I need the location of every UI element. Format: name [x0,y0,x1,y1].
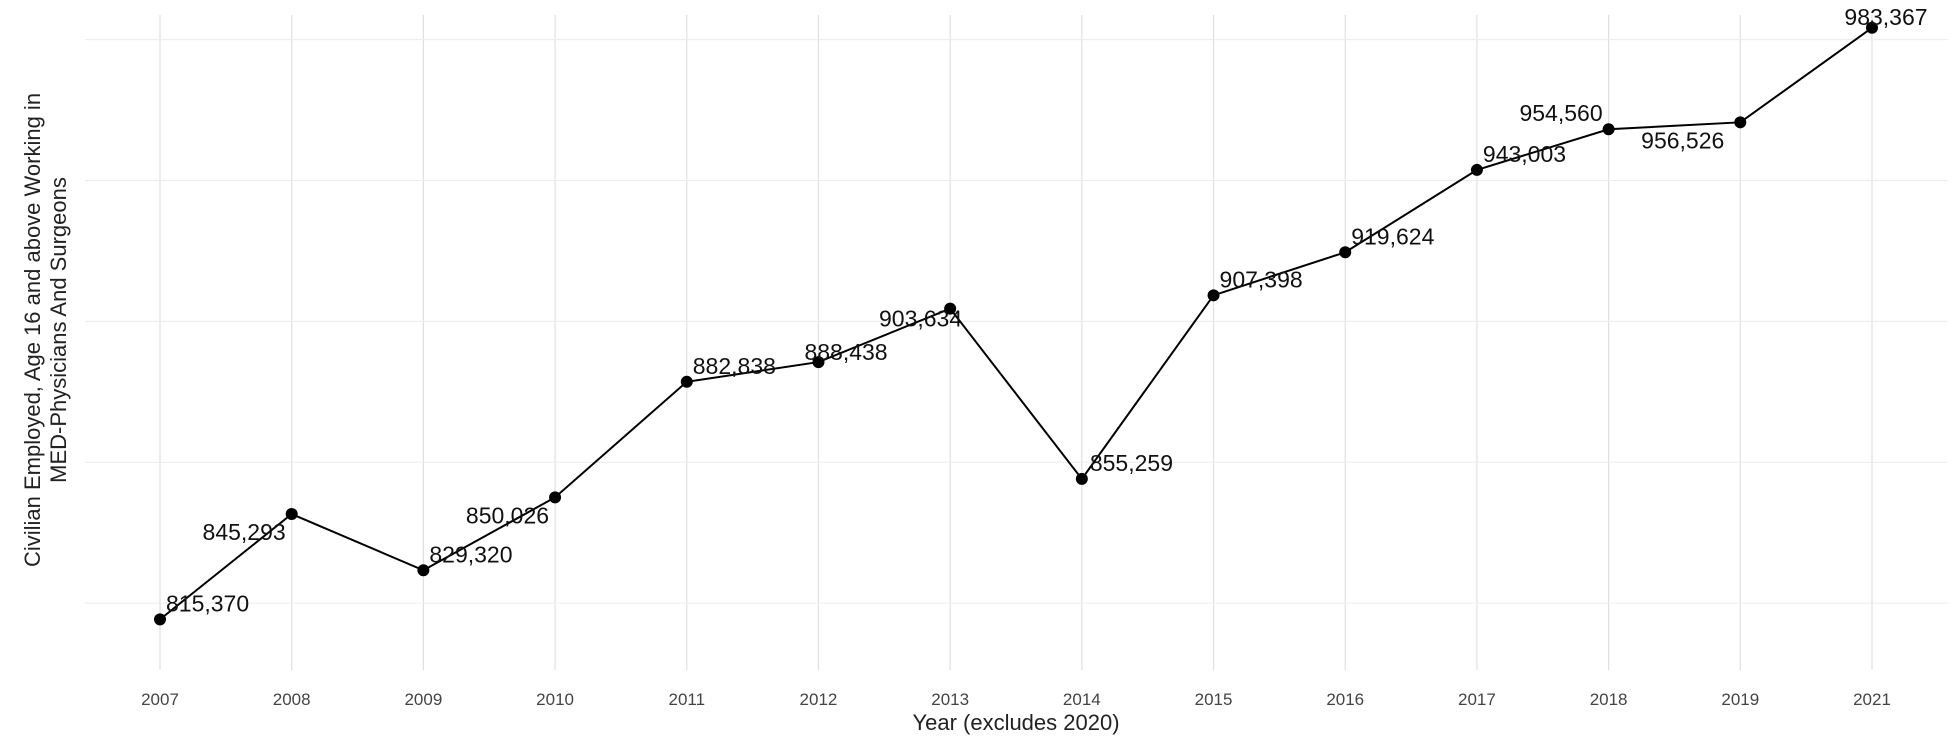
data-label: 903,634 [879,306,962,332]
data-points [154,21,1878,626]
y-axis-title-line: MED-Physicians And Surgeons [46,177,71,483]
data-label: 943,003 [1483,141,1566,167]
data-label: 845,293 [203,519,286,545]
y-axis-title-line: Civilian Employed, Age 16 and above Work… [20,93,45,567]
data-label: 983,367 [1844,4,1927,30]
data-label: 850,026 [466,502,549,528]
x-tick-label: 2018 [1590,690,1628,709]
x-tick-label: 2015 [1195,690,1233,709]
data-point [680,375,693,388]
x-tick-label: 2008 [273,690,311,709]
data-point [1075,472,1088,485]
series-line [159,26,1873,621]
x-tick-label: 2014 [1063,690,1101,709]
x-axis-title: Year (excludes 2020) [912,710,1119,735]
data-point [944,302,957,315]
data-point [1470,163,1483,176]
data-point [1207,289,1220,302]
data-label: 956,526 [1641,127,1724,153]
data-label: 919,624 [1351,223,1434,249]
data-point [154,613,166,626]
data-label: 888,438 [804,339,887,365]
data-point [1734,116,1747,129]
data-point [549,491,562,504]
data-point [812,356,825,369]
x-tick-label: 2016 [1326,690,1364,709]
data-label: 907,398 [1220,266,1303,292]
x-tick-labels: 2007 2008 2009 2010 2011 2012 2013 2014 2015 2016… [141,690,1891,709]
x-tick-label: 2010 [536,690,574,709]
data-label: 815,370 [166,590,249,616]
data-label: 855,259 [1090,450,1173,476]
data-label: 882,838 [693,353,776,379]
data-labels: 815,370 845,293 829,320 850,026 882,838 888,4… [166,4,1928,617]
x-tick-label: 2009 [404,690,442,709]
grid-lines [85,15,1948,670]
data-point [285,508,298,521]
data-point [1339,246,1352,259]
x-tick-label: 2017 [1458,690,1496,709]
x-tick-label: 2019 [1721,690,1759,709]
series-polyline [159,26,1873,621]
data-label: 954,560 [1519,100,1602,126]
data-point [417,564,430,577]
x-tick-label: 2012 [800,690,838,709]
x-tick-label: 2011 [668,690,705,709]
data-point [1866,21,1878,34]
x-tick-label: 2013 [931,690,969,709]
x-tick-label: 2007 [141,690,179,709]
data-point [1602,123,1615,136]
x-tick-label: 2021 [1853,690,1891,709]
y-axis-title: Civilian Employed, Age 16 and above Work… [20,93,71,567]
data-label: 829,320 [429,541,512,567]
